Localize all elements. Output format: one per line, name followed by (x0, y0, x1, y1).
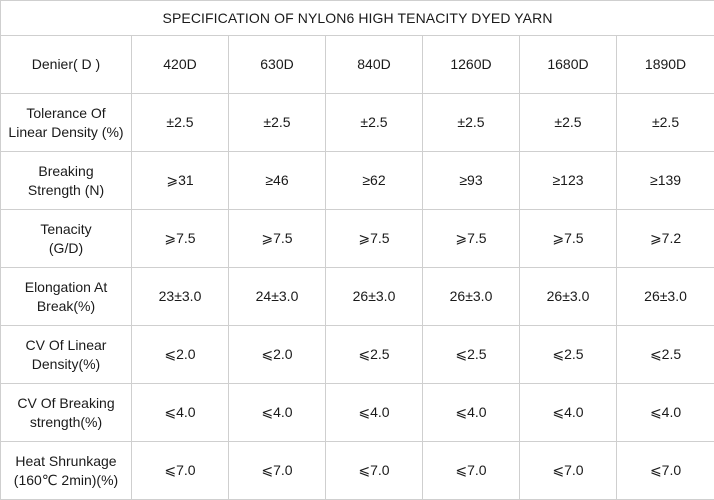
value-cell: ⩽2.5 (615, 325, 714, 384)
row-label-cell: CV Of Breaking strength(%) (0, 383, 132, 442)
row-label-cell: Breaking Strength (N) (0, 151, 132, 210)
row-label-line: Linear Density (%) (8, 123, 124, 140)
value-cell: ⩽7.0 (228, 441, 326, 500)
value-cell: ⩾7.5 (131, 209, 229, 268)
value-cell: ⩽2.5 (422, 325, 520, 384)
header-value-cell: 1680D (519, 35, 617, 94)
value-cell: ±2.5 (131, 93, 229, 152)
value-cell: ⩾7.5 (228, 209, 326, 268)
table-row: CV Of Breaking strength(%) ⩽4.0 ⩽4.0 ⩽4.0 ⩽4.… (0, 383, 714, 442)
table-row: Elongation At Break(%) 23±3.0 24±3.0 26±3.0 2… (0, 267, 714, 326)
row-label-line: (160℃ 2min)(%) (13, 471, 119, 488)
value-cell: ⩽4.0 (519, 383, 617, 442)
value-cell: ⩽4.0 (228, 383, 326, 442)
header-row: Denier( D ) 420D 630D 840D 1260D 1680D 1… (0, 35, 714, 94)
value-cell: ⩽4.0 (131, 383, 229, 442)
value-cell: ±2.5 (325, 93, 423, 152)
value-cell: ≥123 (519, 151, 617, 210)
value-cell: ⩽2.0 (131, 325, 229, 384)
row-label-cell: Tenacity (G/D) (0, 209, 132, 268)
table-row: CV Of Linear Density(%) ⩽2.0 ⩽2.0 ⩽2.5 ⩽2.5 ⩽2… (0, 325, 714, 384)
value-cell: ⩾7.5 (325, 209, 423, 268)
value-cell: ⩽4.0 (325, 383, 423, 442)
header-label-cell: Denier( D ) (0, 35, 132, 94)
row-label-line: (G/D) (48, 239, 84, 256)
value-cell: ≥46 (228, 151, 326, 210)
row-label-cell: Elongation At Break(%) (0, 267, 132, 326)
value-cell: ⩾7.2 (615, 209, 714, 268)
row-label-cell: CV Of Linear Density(%) (0, 325, 132, 384)
header-value-cell: 420D (131, 35, 229, 94)
row-label-line: Tolerance Of (26, 104, 106, 121)
row-label-line: Density(%) (31, 355, 101, 372)
value-cell: ≥62 (325, 151, 423, 210)
value-cell: ⩾31 (131, 151, 229, 210)
value-cell: 26±3.0 (615, 267, 714, 326)
table-row: Tenacity (G/D) ⩾7.5 ⩾7.5 ⩾7.5 ⩾7.5 ⩾7.5 ⩾7.2 (0, 209, 714, 268)
table-row: Heat Shrunkage (160℃ 2min)(%) ⩽7.0 ⩽7.0 ⩽7.0… (0, 441, 714, 500)
row-label-line: Strength (N) (27, 181, 105, 198)
value-cell: ⩾7.5 (519, 209, 617, 268)
header-value-cell: 630D (228, 35, 326, 94)
data-rows: Tolerance Of Linear Density (%) ±2.5 ±2.5 ±2… (0, 93, 714, 500)
row-label-line: Break(%) (36, 297, 96, 314)
title-row: SPECIFICATION OF NYLON6 HIGH TENACITY DY… (0, 0, 714, 36)
value-cell: ⩽2.0 (228, 325, 326, 384)
row-label-line: Tenacity (40, 220, 92, 237)
value-cell: ⩽4.0 (615, 383, 714, 442)
value-cell: ≥139 (615, 151, 714, 210)
value-cell: ⩽7.0 (131, 441, 229, 500)
value-cell: ±2.5 (615, 93, 714, 152)
value-cell: ⩽7.0 (422, 441, 520, 500)
row-label-line: CV Of Linear (25, 336, 107, 353)
value-cell: 26±3.0 (325, 267, 423, 326)
value-cell: ⩽2.5 (519, 325, 617, 384)
table-row: Breaking Strength (N) ⩾31 ≥46 ≥62 ≥93 ≥123 ≥139 (0, 151, 714, 210)
value-cell: ±2.5 (228, 93, 326, 152)
value-cell: ⩽4.0 (422, 383, 520, 442)
value-cell: ⩾7.5 (422, 209, 520, 268)
value-cell: ±2.5 (422, 93, 520, 152)
value-cell: ≥93 (422, 151, 520, 210)
header-value-cell: 1890D (615, 35, 714, 94)
row-label-line: Elongation At (24, 278, 108, 295)
header-value-cell: 840D (325, 35, 423, 94)
value-cell: ⩽7.0 (325, 441, 423, 500)
value-cell: 23±3.0 (131, 267, 229, 326)
value-cell: ⩽7.0 (519, 441, 617, 500)
value-cell: ⩽2.5 (325, 325, 423, 384)
row-label-line: CV Of Breaking (17, 394, 115, 411)
row-label-line: Heat Shrunkage (15, 452, 117, 469)
row-label-line: Breaking (38, 162, 94, 179)
table-title: SPECIFICATION OF NYLON6 HIGH TENACITY DY… (0, 0, 714, 36)
value-cell: 24±3.0 (228, 267, 326, 326)
value-cell: 26±3.0 (422, 267, 520, 326)
row-label-line: strength(%) (29, 413, 103, 430)
table-row: Tolerance Of Linear Density (%) ±2.5 ±2.5 ±2… (0, 93, 714, 152)
row-label-cell: Tolerance Of Linear Density (%) (0, 93, 132, 152)
header-value-cell: 1260D (422, 35, 520, 94)
row-label-cell: Heat Shrunkage (160℃ 2min)(%) (0, 441, 132, 500)
value-cell: ±2.5 (519, 93, 617, 152)
value-cell: 26±3.0 (519, 267, 617, 326)
value-cell: ⩽7.0 (615, 441, 714, 500)
